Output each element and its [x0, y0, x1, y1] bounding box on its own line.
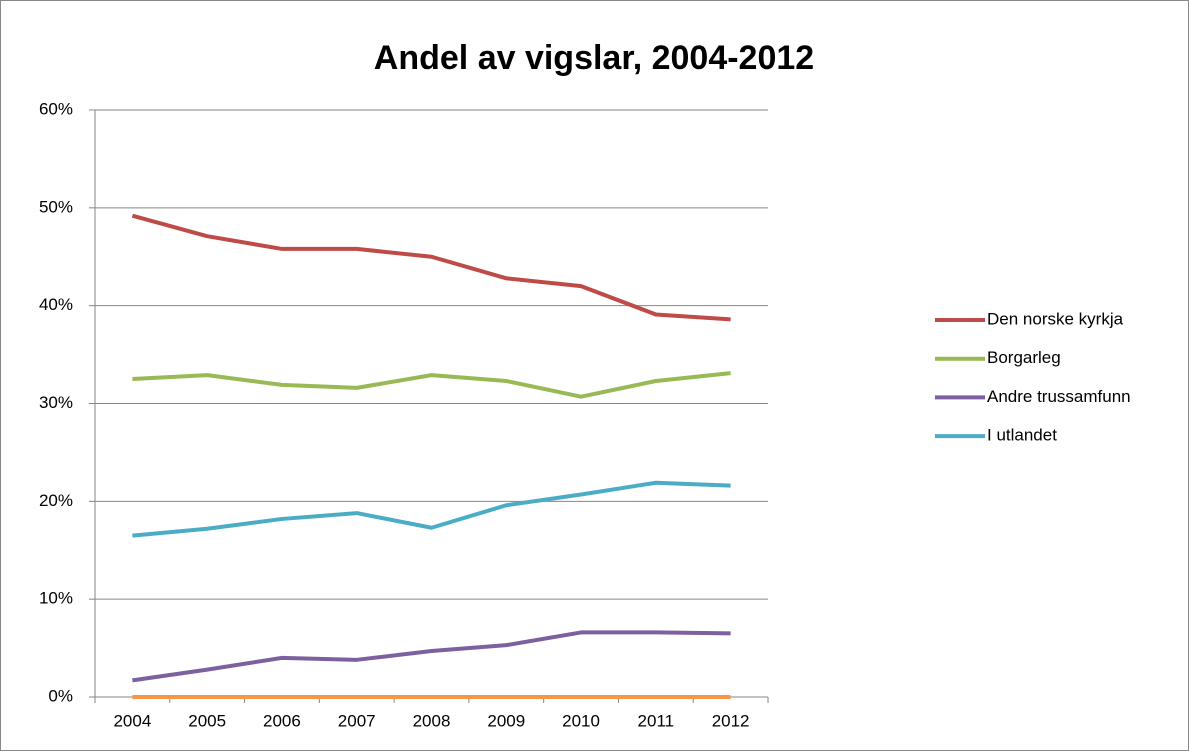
y-tick-label: 40% [39, 295, 73, 314]
x-tick-label: 2006 [263, 711, 301, 730]
x-tick-label: 2010 [562, 711, 600, 730]
y-tick-label: 30% [39, 393, 73, 412]
x-tick-label: 2009 [487, 711, 525, 730]
y-tick-label: 20% [39, 491, 73, 510]
x-tick-label: 2007 [338, 711, 376, 730]
chart-title: Andel av vigslar, 2004-2012 [374, 39, 814, 77]
series-line [132, 630, 731, 683]
y-tick-label: 0% [48, 686, 73, 705]
series-line [132, 371, 731, 399]
legend-label: Andre trussamfunn [987, 387, 1131, 406]
y-tick-label: 10% [39, 589, 73, 608]
x-tick-label: 2012 [712, 711, 750, 730]
series-line [132, 480, 731, 538]
y-tick-label: 60% [39, 99, 73, 118]
legend-label: Borgarleg [987, 348, 1061, 367]
x-tick-label: 2004 [113, 711, 151, 730]
series-line [131, 213, 731, 322]
x-tick-label: 2005 [188, 711, 226, 730]
legend-label: I utlandet [987, 426, 1057, 445]
legend-label: Den norske kyrkja [987, 309, 1124, 328]
x-tick-label: 2011 [638, 711, 675, 730]
y-tick-label: 50% [39, 197, 73, 216]
x-tick-label: 2008 [413, 711, 451, 730]
